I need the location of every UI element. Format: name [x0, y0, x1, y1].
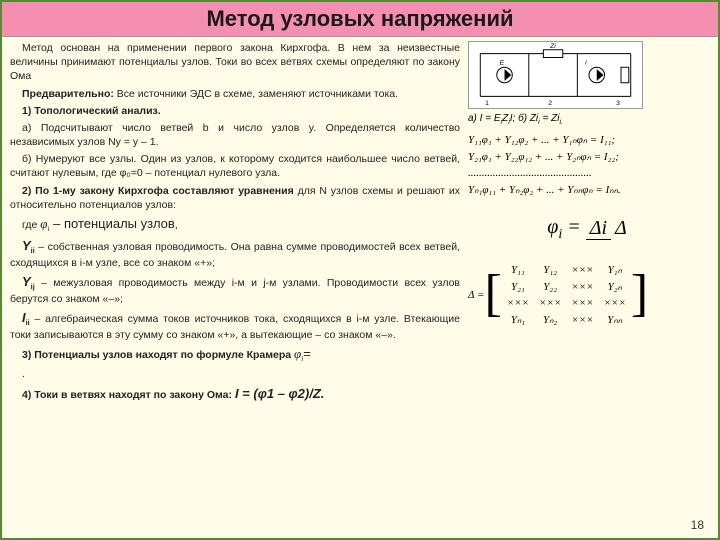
m34: ×××	[599, 295, 631, 311]
content: Метод основан на применении первого зако…	[2, 37, 718, 409]
label-step2: 2) По 1-му закону Кирхгофа составляют ур…	[22, 185, 294, 197]
right-column: 1 2 3 E Zi i а) I = EiZiI; б) Zii = Zii.…	[460, 41, 710, 405]
para-pre: Предварительно: Все источники ЭДС в схем…	[10, 87, 460, 101]
iii-text: – алгебраическая сумма токов источников …	[10, 313, 460, 341]
ohm-formula: I = (φ1 – φ2)/Z.	[235, 386, 324, 401]
cramer-formula: φi = ΔiΔ	[468, 216, 710, 243]
svg-text:2: 2	[548, 100, 552, 107]
svg-text:E: E	[500, 59, 505, 66]
para-1b: б) Нумеруют все узлы. Один из узлов, к к…	[10, 152, 460, 180]
cramer-fraction: ΔiΔ	[586, 217, 631, 240]
m23: ×××	[566, 278, 598, 295]
m31: ×××	[502, 295, 534, 311]
t-comma: ,	[175, 219, 178, 231]
matrix-table: Y₁₁Y₁₂×××Y₁ₙ Y₂₁Y₂₂×××Y₂ₙ ×××××××××××× Y…	[502, 261, 631, 328]
cap-a7: = Zi	[540, 113, 560, 124]
m21: Y₂₁	[502, 278, 534, 295]
cramer-eq: =	[303, 346, 311, 361]
m13: ×××	[566, 261, 598, 278]
cramer-lhs: φ	[547, 216, 558, 238]
eq-line-3: ........................................…	[468, 165, 710, 182]
yii-sym: Y	[22, 238, 31, 253]
yij-text: – межузловая проводимость между i-м и j-…	[10, 277, 460, 305]
para-step4: 4) Токи в ветвях находят по закону Ома: …	[10, 385, 460, 403]
para-topo: 1) Топологический анализ.	[10, 104, 460, 118]
page-title: Метод узловых напряжений	[2, 6, 718, 32]
m24: Y₂ₙ	[599, 278, 631, 295]
bracket-left: [	[484, 271, 501, 318]
eq-line-2: Y₂₁φ₁ + Y₂₂φ₁₂ + ... + Y₂ₙφₙ = I₂₂;	[468, 149, 710, 166]
equation-system: Y₁₁φ₁ + Y₁₂φ₂ + ... + Y₁ₙφₙ = I₁₁; Y₂₁φ₁…	[468, 132, 710, 198]
page-number: 18	[691, 518, 704, 532]
para-yij: Yij – межузловая проводимость между i-м …	[10, 273, 460, 306]
text-pre: Все источники ЭДС в схеме, заменяют исто…	[114, 88, 398, 100]
para-2: 2) По 1-му закону Кирхгофа составляют ур…	[10, 184, 460, 212]
eq-line-1: Y₁₁φ₁ + Y₁₂φ₂ + ... + Y₁ₙφₙ = I₁₁;	[468, 132, 710, 149]
t-where: где	[22, 219, 40, 231]
yij-sym: Y	[22, 274, 31, 289]
title-bar: Метод узловых напряжений	[2, 2, 718, 37]
yii-text: – собственная узловая проводимость. Она …	[10, 241, 460, 269]
cap-a5: I; б) Zi	[510, 113, 538, 124]
m12: Y₁₂	[534, 261, 566, 278]
svg-text:3: 3	[616, 100, 620, 107]
para-iii: Iii – алгебраическая сумма токов источни…	[10, 309, 460, 342]
t-potentials: – потенциалы узлов	[50, 216, 175, 231]
m43: ×××	[566, 311, 598, 328]
cramer-den: Δ	[611, 217, 631, 239]
determinant-matrix: Δ = [ Y₁₁Y₁₂×××Y₁ₙ Y₂₁Y₂₂×××Y₂ₙ ××××××××…	[468, 261, 710, 328]
circuit-caption: а) I = EiZiI; б) Zii = Zii.	[468, 113, 710, 126]
para-intro: Метод основан на применении первого зако…	[10, 41, 460, 84]
m42: Yₙ₂	[534, 311, 566, 328]
svg-text:1: 1	[485, 100, 489, 107]
para-phi: где φi – потенциалы узлов,	[10, 215, 460, 234]
label-pre: Предварительно:	[22, 88, 114, 100]
left-column: Метод основан на применении первого зако…	[10, 41, 460, 405]
m44: Yₙₙ	[599, 311, 631, 328]
circuit-diagram: 1 2 3 E Zi i	[468, 41, 643, 109]
cramer-num: Δi	[586, 217, 611, 240]
cap-a1: а) I = E	[468, 113, 501, 124]
cramer-equals: =	[562, 216, 586, 238]
svg-text:i: i	[585, 59, 587, 66]
m22: Y₂₂	[534, 278, 566, 295]
eq-line-4: Yₙ₁φ₁₁ + Yₙ₂φ₂ + ... + Yₙₙφₙ = Iₙₙ.	[468, 182, 710, 199]
m33: ×××	[566, 295, 598, 311]
label-step3: 3) Потенциалы узлов находят по формуле К…	[22, 349, 294, 361]
m41: Yₙ₁	[502, 311, 534, 328]
para-1a: а) Подсчитывают число ветвей b и число у…	[10, 121, 460, 149]
para-dot: .	[10, 367, 460, 381]
svg-text:Zi: Zi	[549, 43, 556, 50]
label-topo: 1) Топологический анализ.	[22, 105, 161, 117]
m14: Y₁ₙ	[599, 261, 631, 278]
m11: Y₁₁	[502, 261, 534, 278]
label-step4: 4) Токи в ветвях находят по закону Ома:	[22, 389, 235, 401]
cap-a8: i.	[559, 119, 563, 126]
matrix-lhs: Δ =	[468, 289, 484, 301]
para-step3: 3) Потенциалы узлов находят по формуле К…	[10, 345, 460, 364]
m32: ×××	[534, 295, 566, 311]
para-yii: Yii – собственная узловая проводимость. …	[10, 237, 460, 270]
bracket-right: ]	[631, 271, 648, 318]
